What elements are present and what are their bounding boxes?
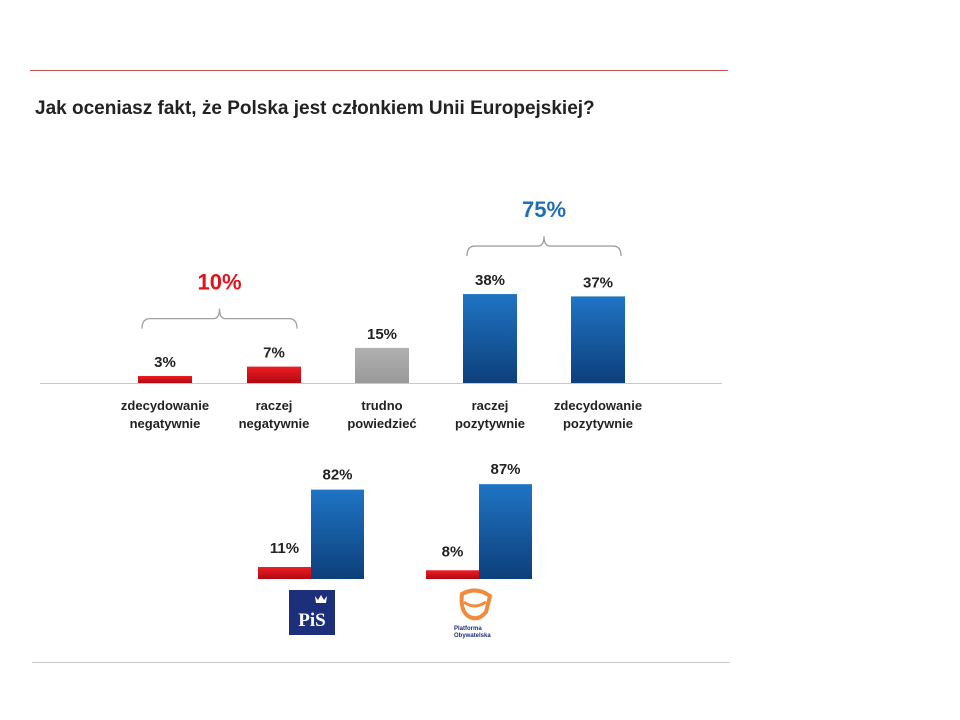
group-bracket <box>141 308 298 329</box>
category-label: powiedzieć <box>347 416 416 431</box>
category-label: raczej <box>256 398 293 413</box>
category-label: pozytywnie <box>563 416 633 431</box>
category-label: trudno <box>361 398 402 413</box>
bar-pozytywnie <box>479 484 532 579</box>
category-label: pozytywnie <box>455 416 525 431</box>
bar <box>138 375 192 383</box>
bar-negatywnie <box>258 567 311 579</box>
data-label: 87% <box>490 461 520 478</box>
page-title: Jak oceniasz fakt, że Polska jest członk… <box>35 98 595 119</box>
data-label: 82% <box>322 467 352 484</box>
data-label: 37% <box>583 274 613 291</box>
group-total-label: 75% <box>522 197 566 222</box>
pis-logo: PiS <box>289 590 335 635</box>
group-total-label: 10% <box>197 270 241 295</box>
category-label: zdecydowanie <box>121 398 209 413</box>
data-label: 15% <box>367 326 397 343</box>
category-label: raczej <box>472 398 509 413</box>
svg-text:Platforma: Platforma <box>454 626 482 632</box>
svg-text:PiS: PiS <box>298 610 325 631</box>
category-label: zdecydowanie <box>554 398 642 413</box>
category-label: negatywnie <box>130 416 201 431</box>
bar <box>571 296 625 383</box>
data-label: 3% <box>154 354 176 371</box>
group-bracket <box>466 236 622 257</box>
data-label: 11% <box>270 540 299 557</box>
bar <box>463 294 517 383</box>
category-label: negatywnie <box>239 416 310 431</box>
bar <box>247 366 301 383</box>
top-divider <box>30 70 728 71</box>
bottom-divider <box>32 662 730 663</box>
data-label: 7% <box>263 345 285 362</box>
bar-negatywnie <box>426 570 479 579</box>
svg-text:Obywatelska: Obywatelska <box>454 633 491 639</box>
bar <box>355 347 409 383</box>
po-logo: Platforma Obywatelska <box>454 588 493 639</box>
data-label: 38% <box>475 272 505 289</box>
bar-pozytywnie <box>311 489 364 579</box>
data-label: 8% <box>442 543 464 560</box>
